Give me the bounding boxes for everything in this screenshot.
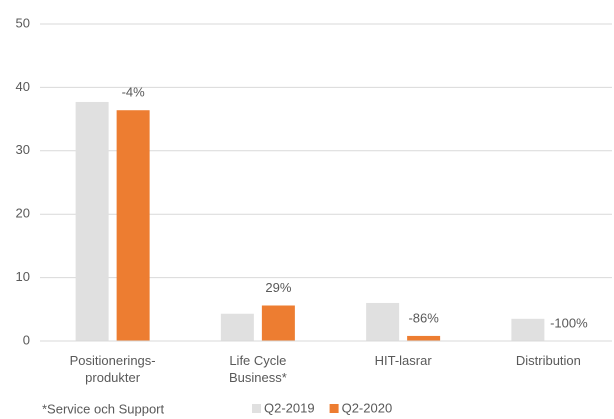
bar [261, 305, 295, 341]
annotation: -100% [550, 315, 588, 330]
legend-swatch [252, 404, 261, 413]
footnote: *Service och Support [42, 401, 165, 416]
annotation: -4% [122, 85, 146, 100]
x-tick-label: HIT-lasrar [374, 353, 432, 368]
bar [407, 335, 441, 341]
bar [116, 110, 150, 341]
legend-label: Q2-2019 [264, 400, 315, 415]
y-tick-label: 0 [23, 332, 30, 347]
annotation: -86% [408, 310, 439, 325]
bar [220, 313, 254, 341]
bar [366, 302, 400, 341]
annotation: 29% [265, 280, 291, 295]
bar [75, 101, 109, 342]
legend-label: Q2-2020 [342, 400, 393, 415]
bar [511, 318, 545, 341]
y-tick-label: 40 [16, 79, 30, 94]
x-tick-label: Distribution [515, 353, 581, 368]
legend-swatch [329, 404, 339, 413]
y-tick-label: 30 [16, 142, 30, 157]
x-tick-label: Positionerings- produkter [69, 353, 156, 385]
y-tick-label: 20 [16, 206, 30, 221]
y-tick-label: 10 [16, 269, 30, 284]
x-tick-label: Life Cycle Business* [228, 353, 287, 385]
y-tick-label: 50 [16, 15, 30, 30]
